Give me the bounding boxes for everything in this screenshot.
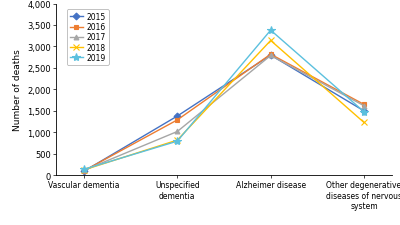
2018 <box>268 40 273 43</box>
2016 <box>362 104 366 106</box>
2015 <box>175 115 180 118</box>
2019 <box>362 111 366 114</box>
2017 <box>268 55 273 58</box>
Line: 2017: 2017 <box>82 54 366 173</box>
Line: 2015: 2015 <box>82 53 366 174</box>
2018 <box>175 139 180 142</box>
2019 <box>268 30 273 32</box>
Y-axis label: Number of deaths: Number of deaths <box>13 49 22 131</box>
2015 <box>362 110 366 113</box>
2017 <box>82 169 86 172</box>
2017 <box>362 105 366 108</box>
2015 <box>82 170 86 173</box>
Legend: 2015, 2016, 2017, 2018, 2019: 2015, 2016, 2017, 2018, 2019 <box>66 10 109 65</box>
2016 <box>175 119 180 122</box>
Line: 2019: 2019 <box>80 27 368 174</box>
Line: 2018: 2018 <box>80 38 368 174</box>
2018 <box>362 122 366 124</box>
2016 <box>82 170 86 172</box>
2019 <box>175 140 180 143</box>
2019 <box>82 168 86 171</box>
Line: 2016: 2016 <box>82 52 366 173</box>
2016 <box>268 54 273 56</box>
2015 <box>268 54 273 57</box>
2018 <box>82 169 86 171</box>
2017 <box>175 130 180 133</box>
